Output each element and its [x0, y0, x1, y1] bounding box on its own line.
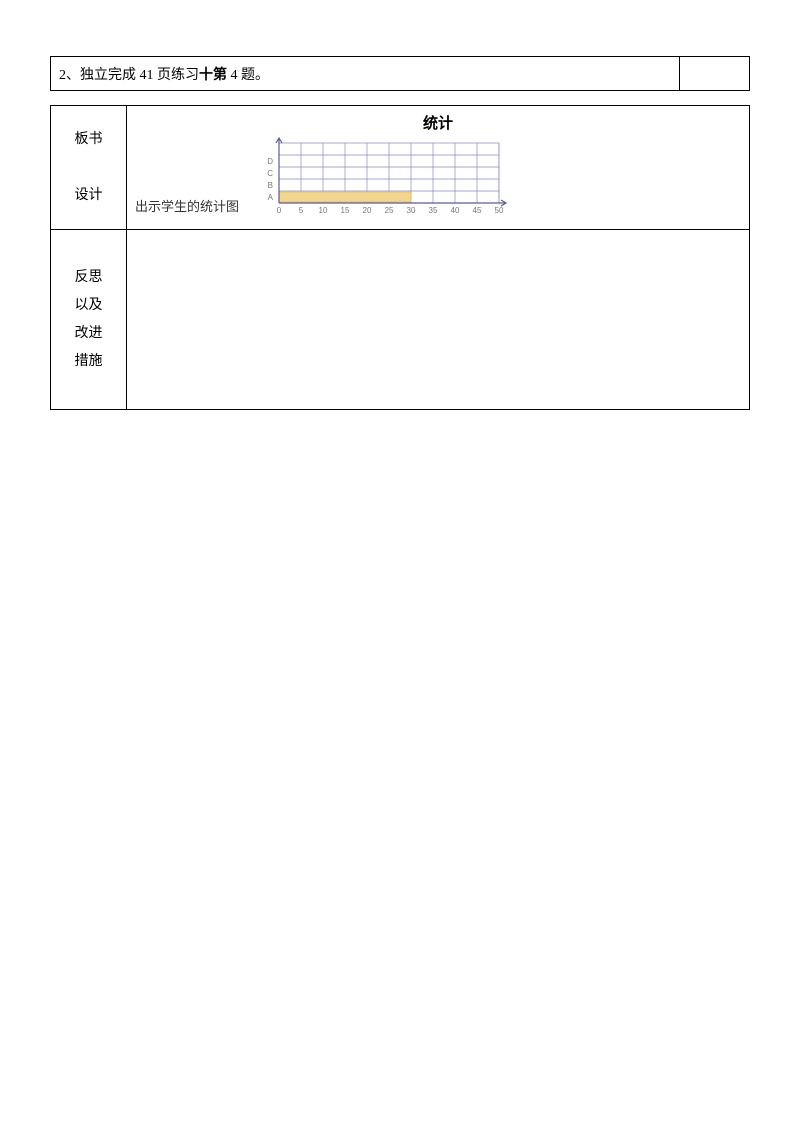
- svg-text:35: 35: [429, 206, 438, 215]
- section1-label: 板书 设计: [55, 126, 122, 210]
- txt-p2: 41: [136, 68, 157, 83]
- svg-text:50: 50: [495, 206, 504, 215]
- chart-title: 统计: [127, 106, 749, 133]
- svg-text:C: C: [267, 169, 273, 178]
- svg-text:15: 15: [341, 206, 350, 215]
- section1-content-cell: 统计 出示学生的统计图 05101520253035404550数量/箱ABCD: [127, 106, 750, 230]
- table-row: 反思以及改进措施: [51, 230, 750, 410]
- svg-text:0: 0: [277, 206, 282, 215]
- txt-p6: 题。: [241, 68, 269, 83]
- svg-text:40: 40: [451, 206, 460, 215]
- txt-p1: 2、独立完成: [59, 68, 136, 83]
- page: 2、独立完成 41 页练习十第 4 题。 板书 设计 统计 出示学生的统计图 0…: [0, 0, 800, 450]
- label-line: 板书: [55, 126, 122, 154]
- svg-text:25: 25: [385, 206, 394, 215]
- label-line: 改进: [55, 320, 122, 348]
- label-line: 设计: [55, 182, 122, 210]
- svg-text:20: 20: [363, 206, 372, 215]
- svg-text:10: 10: [319, 206, 328, 215]
- main-table: 板书 设计 统计 出示学生的统计图 05101520253035404550数量…: [50, 105, 750, 410]
- svg-text:A: A: [268, 193, 274, 202]
- empty-cell: [680, 57, 750, 91]
- section2-label-cell: 反思以及改进措施: [51, 230, 127, 410]
- instruction-cell: 2、独立完成 41 页练习十第 4 题。: [51, 57, 680, 91]
- txt-p5: 4: [227, 68, 241, 83]
- table-row: 2、独立完成 41 页练习十第 4 题。: [51, 57, 750, 91]
- chart-wrap: 出示学生的统计图 05101520253035404550数量/箱ABCD: [127, 133, 749, 223]
- section2-content-cell: [127, 230, 750, 410]
- svg-text:D: D: [267, 157, 273, 166]
- section1-label-cell: 板书 设计: [51, 106, 127, 230]
- top-table: 2、独立完成 41 页练习十第 4 题。: [50, 56, 750, 91]
- statistics-chart: 05101520253035404550数量/箱ABCD: [249, 137, 509, 219]
- table-row: 板书 设计 统计 出示学生的统计图 05101520253035404550数量…: [51, 106, 750, 230]
- svg-text:5: 5: [299, 206, 304, 215]
- label-line: 措施: [55, 348, 122, 376]
- svg-text:30: 30: [407, 206, 416, 215]
- txt-p4: 十第: [199, 68, 227, 83]
- label-line: [55, 154, 122, 182]
- txt-p3: 页练习: [157, 68, 199, 83]
- label-line: 以及: [55, 292, 122, 320]
- label-line: 反思: [55, 264, 122, 292]
- section2-label: 反思以及改进措施: [55, 264, 122, 376]
- chart-caption: 出示学生的统计图: [135, 196, 239, 219]
- instruction-text: 2、独立完成 41 页练习十第 4 题。: [59, 68, 269, 83]
- svg-text:B: B: [268, 181, 273, 190]
- svg-text:45: 45: [473, 206, 482, 215]
